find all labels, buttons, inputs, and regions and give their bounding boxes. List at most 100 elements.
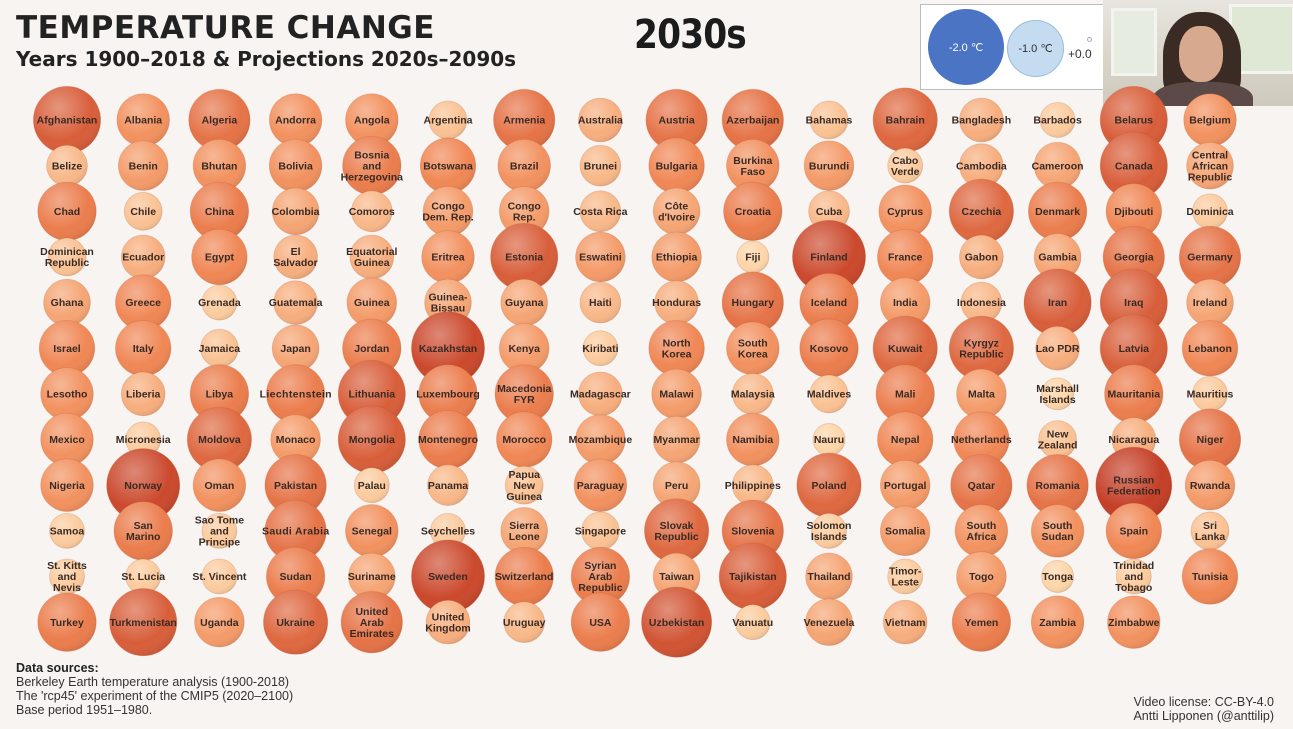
country-label-colombia: Colombia	[272, 206, 320, 218]
bubble-sudan: Sudan	[265, 546, 326, 607]
country-label-kenya: Kenya	[508, 343, 540, 355]
country-label-equatorial-guinea: Equatorial Guinea	[346, 246, 397, 269]
bubble-cabo-verde: Cabo Verde	[887, 147, 924, 184]
bubble-kenya: Kenya	[499, 323, 550, 374]
country-label-slovak-republic: Slovak Republic	[654, 520, 698, 543]
bubble-portugal: Portugal	[880, 460, 931, 511]
country-label-moldova: Moldova	[198, 434, 241, 446]
bubble-niger: Niger	[1178, 408, 1242, 471]
country-label-canada: Canada	[1115, 160, 1153, 172]
bubble-switzerland: Switzerland	[494, 546, 554, 607]
bubble-belgium: Belgium	[1183, 93, 1237, 147]
country-label-jordan: Jordan	[354, 343, 389, 355]
bubble-shade-sweden	[411, 539, 485, 614]
bubble-germany: Germany	[1178, 225, 1242, 289]
bubble-shade-gabon	[959, 235, 1004, 279]
country-label-azerbaijan: Azerbaijan	[726, 115, 779, 127]
bubble-saudi-arabia: Saudi Arabia	[262, 499, 329, 562]
bubble-shade-uganda	[194, 597, 245, 647]
bubble-turkmenistan: Turkmenistan	[109, 588, 178, 657]
country-label-chile: Chile	[130, 206, 156, 218]
bubble-shade-guinea	[347, 277, 397, 328]
country-label-paraguay: Paraguay	[577, 480, 624, 492]
bubble-namibia: Namibia	[726, 412, 780, 467]
video-license: Video license: CC-BY-4.0 Antti Lipponen …	[1133, 695, 1274, 723]
country-label-philippines: Philippines	[725, 480, 781, 492]
bubble-ecuador: Ecuador	[120, 234, 166, 280]
bubble-shade-niger	[1179, 408, 1241, 471]
bubble-shade-slovenia	[722, 500, 784, 562]
bubble-shade-comoros	[351, 190, 393, 232]
bubble-congo-dem-rep: Congo Dem. Rep.	[422, 186, 474, 237]
bubble-shade-morocco	[496, 411, 552, 468]
bubble-marshall-islands: Marshall Islands	[1036, 377, 1079, 411]
author-credit: Antti Lipponen (@anttilip)	[1133, 709, 1274, 723]
country-label-tunisia: Tunisia	[1192, 571, 1228, 583]
bubble-bangladesh: Bangladesh	[952, 97, 1011, 143]
country-label-bosnia-and-herzegovina: Bosnia and Herzegovina	[341, 149, 404, 183]
bubble-barbados: Barbados	[1033, 102, 1082, 138]
country-label-somalia: Somalia	[885, 525, 925, 537]
country-label-saudi-arabia: Saudi Arabia	[262, 525, 329, 537]
country-label-venezuela: Venezuela	[804, 617, 855, 629]
bubble-shade-jordan	[342, 319, 401, 378]
country-label-libya: Libya	[206, 389, 234, 401]
country-label-eritrea: Eritrea	[431, 252, 464, 264]
bubble-shade-israel	[39, 320, 95, 376]
country-label-argentina: Argentina	[423, 115, 472, 127]
bubble-sierra-leone: Sierra Leone	[500, 507, 548, 555]
bubble-shade-belize	[46, 145, 88, 187]
bubble-shade-canada	[1100, 132, 1168, 200]
bubble-shade-switzerland	[495, 547, 554, 606]
bubble-gabon: Gabon	[959, 234, 1004, 280]
country-label-ireland: Ireland	[1193, 297, 1227, 309]
bubble-comoros: Comoros	[349, 190, 395, 233]
bubble-shade-france	[877, 229, 933, 285]
country-label-mongolia: Mongolia	[349, 434, 395, 446]
bubble-afghanistan: Afghanistan	[33, 86, 101, 154]
bubble-singapore: Singapore	[575, 511, 626, 551]
sources-heading: Data sources:	[16, 661, 99, 675]
bubble-palau: Palau	[353, 467, 390, 504]
bubble-south-africa: South Africa	[954, 504, 1009, 558]
bubble-kyrgyz-republic: Kyrgyz Republic	[948, 315, 1014, 381]
bubble-shade-new-zealand	[1038, 420, 1077, 459]
country-label-latvia: Latvia	[1119, 343, 1150, 355]
country-label-nauru: Nauru	[814, 434, 844, 446]
bubble-colombia: Colombia	[272, 187, 320, 236]
bubble-shade-north-korea	[648, 320, 705, 376]
bubble-shade-marshall-islands	[1041, 377, 1074, 410]
bubble-shade-algeria	[188, 89, 251, 151]
bubble-shade-zimbabwe	[1107, 595, 1161, 649]
bubble-shade-djibouti	[1106, 183, 1162, 240]
bubble-shade-belgium	[1183, 93, 1237, 147]
country-label-guinea-bissau: Guinea-Bissau	[428, 292, 468, 315]
bubble-sri-lanka: Sri Lanka	[1190, 511, 1230, 551]
bubble-norway: Norway	[106, 448, 181, 523]
bubble-shade-malta	[956, 369, 1007, 419]
bubble-san-marino: San Marino	[113, 501, 173, 561]
bubble-rwanda: Rwanda	[1184, 460, 1236, 511]
bubble-zimbabwe: Zimbabwe	[1107, 595, 1161, 649]
source-line: Berkeley Earth temperature analysis (190…	[16, 675, 290, 689]
bubble-equatorial-guinea: Equatorial Guinea	[346, 234, 398, 280]
bubble-togo: Togo	[956, 551, 1007, 602]
bubble-lesotho: Lesotho	[40, 367, 94, 421]
bubble-finland: Finland	[792, 220, 866, 294]
bubble-poland: Poland	[796, 452, 862, 518]
bubble-burundi: Burundi	[803, 140, 855, 191]
bubble-qatar: Qatar	[950, 454, 1013, 517]
country-label-netherlands: Netherlands	[951, 434, 1012, 446]
country-label-macedonia-fyr: Macedonia FYR	[497, 383, 551, 406]
bubble-malawi: Malawi	[651, 368, 702, 420]
country-label-ukraine: Ukraine	[276, 617, 315, 629]
bubble-taiwan: Taiwan	[652, 552, 701, 601]
bubble-shade-cambodia	[959, 143, 1004, 188]
bubble-shade-cuba	[808, 190, 850, 232]
bubble-shade-usa	[571, 592, 630, 652]
country-label-yemen: Yemen	[964, 617, 998, 629]
country-label-ecuador: Ecuador	[122, 252, 164, 264]
bubble-mongolia: Mongolia	[337, 405, 406, 474]
bubble-shade-guyana	[500, 279, 548, 326]
country-label-niger: Niger	[1197, 434, 1224, 446]
